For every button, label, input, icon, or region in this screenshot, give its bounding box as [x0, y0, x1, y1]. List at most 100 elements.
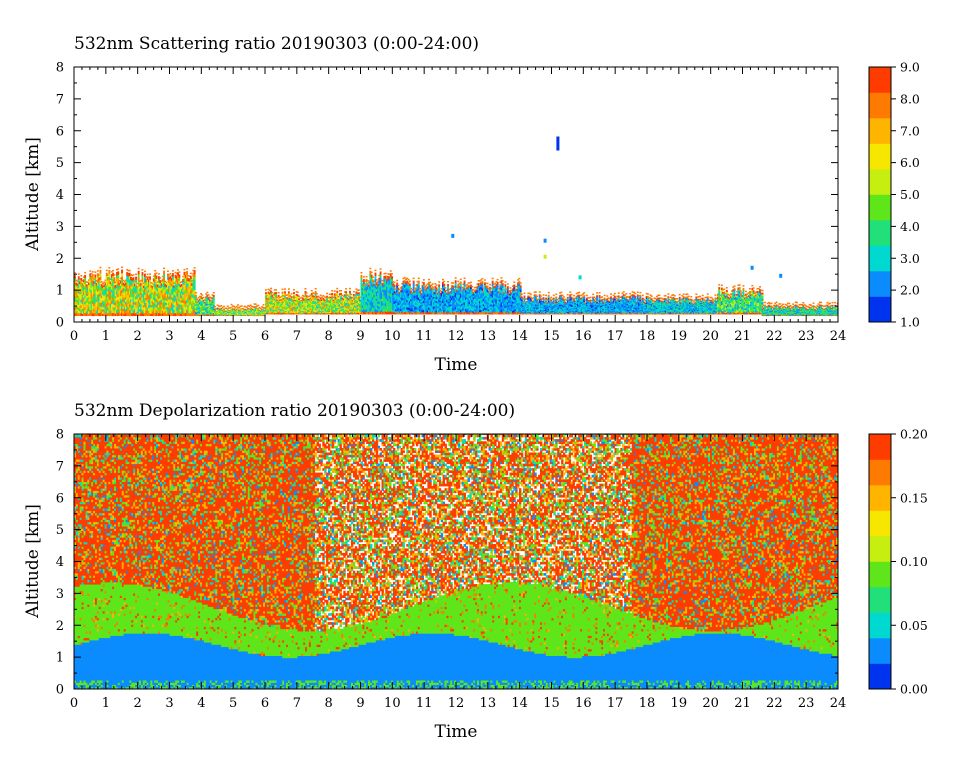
colorbar-tick-label: 2.0	[900, 283, 920, 298]
y-tick-label: 0	[56, 316, 64, 331]
plot-background	[74, 67, 838, 322]
cloud-layer	[717, 284, 764, 315]
cloud-layer	[392, 276, 522, 315]
x-tick-label: 2	[134, 329, 142, 344]
colorbar-segment	[869, 510, 891, 537]
x-tick-label: 20	[702, 696, 719, 711]
cloud-layer	[360, 267, 395, 315]
colorbar-tick-label: 4.0	[900, 219, 920, 234]
cloud-layer	[519, 291, 649, 315]
cloud-layer	[74, 266, 196, 317]
x-tick-label: 10	[384, 329, 401, 344]
cloud-layer	[214, 303, 266, 317]
x-tick-label: 23	[798, 696, 815, 711]
isolated-feature	[750, 265, 754, 270]
y-tick-label: 6	[56, 491, 64, 506]
colorbar-segment	[869, 92, 891, 119]
y-tick-label: 3	[56, 587, 64, 602]
colorbar-tick-label: 5.0	[900, 187, 920, 202]
isolated-feature	[543, 238, 547, 243]
x-tick-label: 12	[448, 696, 465, 711]
y-tick-label: 4	[56, 555, 64, 570]
colorbar-segment	[869, 194, 891, 221]
colorbar-tick-label: 1.0	[900, 315, 920, 330]
cloud-layer	[195, 291, 215, 317]
colorbar-tick-label: 6.0	[900, 155, 920, 170]
x-tick-label: 11	[416, 696, 433, 711]
x-tick-label: 24	[830, 696, 847, 711]
colorbar-tick-label: 0.10	[900, 554, 928, 569]
x-tick-label: 13	[480, 329, 497, 344]
x-tick-label: 3	[165, 329, 173, 344]
colorbar-segment	[869, 169, 891, 195]
x-tick-label: 1	[102, 696, 110, 711]
x-tick-label: 10	[384, 696, 401, 711]
colorbar-tick-label: 0.15	[900, 490, 928, 505]
colorbar-segment	[869, 536, 891, 562]
isolated-feature	[556, 136, 560, 151]
x-tick-label: 23	[798, 329, 815, 344]
colorbar-tick-label: 8.0	[900, 91, 920, 106]
x-tick-label: 19	[671, 696, 688, 711]
colorbar-segment	[869, 434, 891, 460]
y-tick-label: 7	[56, 92, 64, 107]
y-tick-label: 5	[56, 523, 64, 538]
y-tick-label: 2	[56, 252, 64, 267]
x-tick-label: 24	[830, 329, 847, 344]
scattering-ratio-y-axis-label: Altitude [km]	[23, 137, 43, 252]
colorbar-segment	[869, 561, 891, 588]
colorbar-segment	[869, 296, 891, 323]
scattering-ratio-axes: 0 1 2 3 4 5 6 7 8 9 10 11 12 13 14 15 16 17 18 19 20 21 22 23 24…	[56, 61, 847, 345]
colorbar-segment	[869, 143, 891, 170]
scattering-ratio-x-axis-label: Time	[435, 355, 478, 375]
y-tick-label: 6	[56, 124, 64, 139]
isolated-feature	[543, 254, 547, 259]
y-tick-label: 1	[56, 651, 64, 666]
x-tick-label: 18	[639, 329, 656, 344]
x-tick-label: 21	[734, 329, 751, 344]
colorbar-tick-label: 0.05	[900, 618, 928, 633]
x-tick-label: 0	[70, 696, 78, 711]
x-tick-label: 9	[356, 696, 364, 711]
x-tick-label: 12	[448, 329, 465, 344]
x-tick-label: 9	[356, 329, 364, 344]
x-tick-label: 13	[480, 696, 497, 711]
depolarization-ratio-y-axis-label: Altitude [km]	[23, 504, 43, 619]
y-tick-label: 1	[56, 284, 64, 299]
x-tick-label: 22	[766, 329, 783, 344]
colorbar-segment	[869, 459, 891, 486]
x-tick-label: 11	[416, 329, 433, 344]
x-tick-label: 5	[229, 329, 237, 344]
colorbar-segment	[869, 220, 891, 246]
colorbar-segment	[869, 485, 891, 511]
x-tick-label: 4	[197, 329, 205, 344]
colorbar-segment	[869, 118, 891, 144]
x-tick-label: 5	[229, 696, 237, 711]
colorbar-tick-label: 9.0	[900, 60, 920, 75]
cloud-layer	[647, 293, 719, 315]
y-tick-label: 4	[56, 188, 64, 203]
x-tick-label: 14	[511, 696, 528, 711]
x-tick-label: 20	[702, 329, 719, 344]
colorbar-segment	[869, 663, 891, 690]
x-tick-label: 18	[639, 696, 656, 711]
x-tick-label: 1	[102, 329, 110, 344]
depolarization-field	[74, 434, 838, 689]
x-tick-label: 8	[325, 329, 333, 344]
scattering-ratio-panel: 532nm Scattering ratio 20190303 (0:00-24…	[23, 34, 920, 375]
x-tick-label: 0	[70, 329, 78, 344]
x-tick-label: 8	[325, 696, 333, 711]
isolated-feature	[451, 233, 455, 238]
depolarization-ratio-axes: 0 1 2 3 4 5 6 7 8 9 10 11 12 13 14 15 16 17 18 19 20 21 22 23 24…	[56, 428, 847, 712]
x-tick-label: 15	[543, 329, 560, 344]
x-tick-label: 16	[575, 329, 592, 344]
y-tick-label: 2	[56, 619, 64, 634]
x-tick-label: 15	[543, 696, 560, 711]
x-tick-label: 6	[261, 696, 269, 711]
colorbar-segment	[869, 271, 891, 297]
y-tick-label: 7	[56, 459, 64, 474]
isolated-feature	[578, 275, 582, 280]
x-tick-label: 22	[766, 696, 783, 711]
y-tick-label: 0	[56, 683, 64, 698]
